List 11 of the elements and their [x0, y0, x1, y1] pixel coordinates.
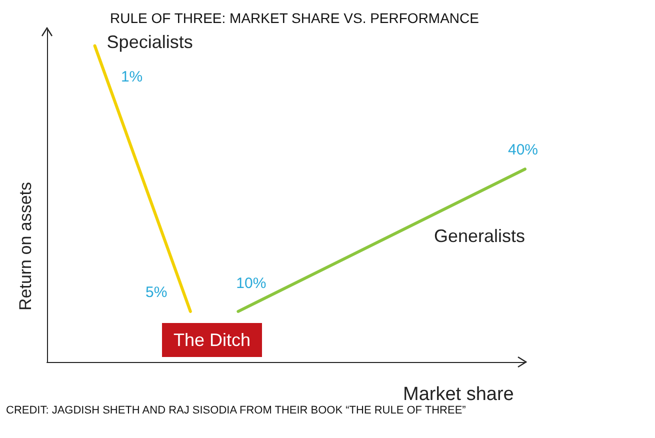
annotation: 5% [146, 284, 168, 301]
series-label: Specialists [106, 32, 193, 52]
annotation: 10% [236, 274, 266, 292]
series-label: Generalists [434, 226, 525, 246]
annotation: 1% [120, 68, 143, 86]
y-axis-title: Return on assets [16, 182, 35, 311]
chart-title: RULE OF THREE: MARKET SHARE VS. PERFORMANCE [110, 10, 479, 26]
x-axis-title: Market share [403, 384, 514, 405]
text: CREDIT: JAGDISH SHETH AND RAJ SISODIA FROM THEIR BOOK “THE RULE OF THREE” [6, 404, 466, 416]
annotation: The Ditch [173, 330, 251, 350]
annotation: 40% [508, 142, 538, 159]
